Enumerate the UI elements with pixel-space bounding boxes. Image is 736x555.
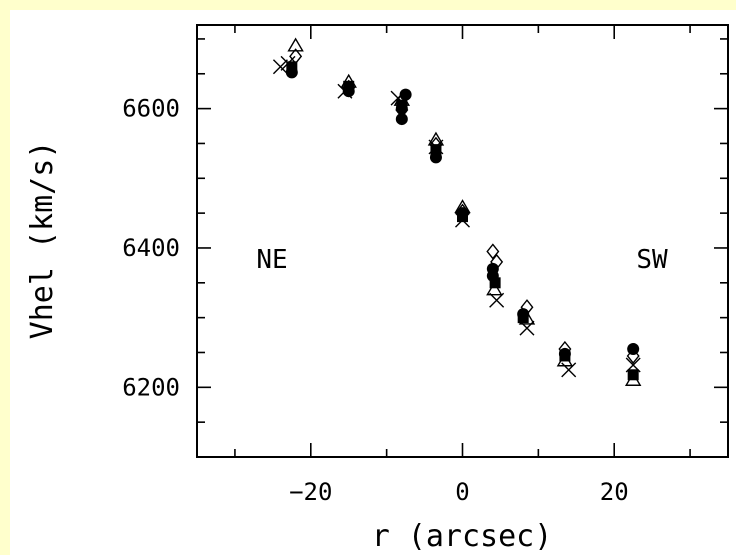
data-point-open-triangle — [454, 199, 471, 214]
data-point-open-triangle — [287, 37, 304, 52]
y-tick-label: 6600 — [122, 95, 180, 123]
x-tick-label: 0 — [455, 478, 469, 506]
data-point-open-triangle — [486, 281, 503, 296]
x-tick-labels: −20 0 20 — [289, 478, 629, 506]
y-tick-label: 6400 — [122, 234, 180, 262]
data-point-open-diamond — [520, 299, 534, 316]
data-point-cross — [280, 55, 296, 71]
y-tick-labels: 6200 6400 6600 — [122, 95, 180, 402]
y-axis-title: Vhel (km/s) — [25, 141, 60, 340]
data-point-open-diamond — [626, 347, 640, 365]
data-point-filled-circle — [486, 262, 499, 275]
data-point-cross — [519, 320, 535, 336]
data-point-cross — [561, 362, 577, 378]
data-point-filled-square — [430, 144, 442, 156]
data-point-filled-circle — [399, 88, 412, 101]
data-point-open-diamond — [486, 243, 500, 260]
data-point-cross — [390, 90, 406, 106]
data-point-cross — [337, 83, 353, 99]
data-point-cross — [455, 212, 470, 228]
data-point-open-diamond — [395, 101, 409, 119]
plot-frame — [196, 24, 729, 458]
data-point-cross — [625, 357, 641, 373]
data-point-cross — [489, 292, 505, 308]
data-point-filled-square — [343, 80, 355, 92]
y-tick-label: 6200 — [122, 373, 180, 401]
data-point-open-diamond — [558, 340, 572, 358]
x-tick-label: −20 — [289, 478, 332, 506]
data-point-open-triangle — [518, 310, 536, 325]
data-point-filled-circle — [395, 113, 408, 126]
x-tick-label: 20 — [600, 478, 629, 506]
annotation-ne: NE — [256, 245, 287, 275]
data-points — [272, 37, 642, 386]
data-point-open-diamond — [289, 48, 303, 65]
axis-ticks — [197, 25, 728, 458]
figure-panel — [10, 10, 736, 555]
data-point-open-triangle — [624, 371, 642, 386]
data-point-cross — [428, 139, 444, 155]
data-point-open-diamond — [456, 203, 469, 220]
data-point-filled-square — [627, 369, 639, 381]
data-point-cross — [272, 59, 288, 75]
data-point-filled-square — [457, 211, 468, 223]
annotation-sw: SW — [636, 245, 668, 275]
data-point-open-diamond — [490, 253, 504, 271]
x-axis-title: r (arcsec) — [372, 519, 553, 554]
data-point-open-triangle — [427, 131, 445, 146]
